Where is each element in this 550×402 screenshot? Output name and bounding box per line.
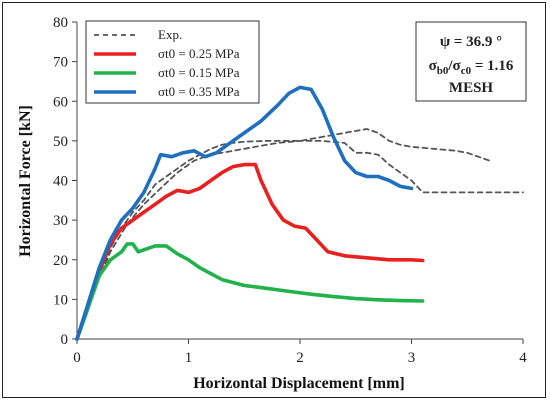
annotation-line2: σb0/σc0 = 1.16	[429, 58, 514, 77]
series-layer	[75, 85, 524, 341]
y-tick-label: 70	[53, 55, 68, 71]
legend-label: σt0 = 0.35 MPa	[158, 84, 240, 99]
x-tick-label: 1	[185, 350, 193, 366]
annotation-border	[415, 21, 527, 102]
annotation-line1: ψ = 36.9 °	[440, 34, 502, 50]
legend: Exp. σt0 = 0.25 MPa σt0 = 0.15 MPa σt0 = 0.…	[85, 20, 260, 104]
y-tick-label: 10	[53, 292, 68, 308]
series-line-0	[76, 128, 491, 340]
y-tick-label: 0	[61, 332, 69, 348]
x-tick-label: 0	[73, 350, 81, 366]
legend-label: σt0 = 0.25 MPa	[158, 46, 240, 61]
x-axis-title: Horizontal Displacement [mm]	[193, 375, 405, 392]
series-line-2	[75, 162, 425, 341]
legend-label: Exp.	[158, 27, 182, 42]
y-tick-label: 60	[53, 94, 68, 110]
y-tick-label: 40	[53, 174, 68, 190]
series-line-1	[76, 140, 524, 340]
y-tick-label: 80	[53, 15, 68, 31]
x-tick-label: 2	[296, 350, 304, 366]
series-line-3	[75, 242, 425, 341]
series-line-4	[75, 85, 414, 341]
y-tick-label: 30	[53, 213, 68, 229]
legend-label: σt0 = 0.15 MPa	[158, 65, 240, 80]
annotation-box: ψ = 36.9 ° σb0/σc0 = 1.16 MESH	[415, 21, 527, 102]
x-tick-label: 3	[408, 350, 416, 366]
x-tick-label: 4	[519, 350, 527, 366]
y-tick-label: 50	[53, 134, 68, 150]
annotation-line3: MESH	[449, 80, 494, 96]
y-axis-title: Horizontal Force [kN]	[17, 105, 34, 257]
y-tick-label: 20	[53, 253, 68, 269]
